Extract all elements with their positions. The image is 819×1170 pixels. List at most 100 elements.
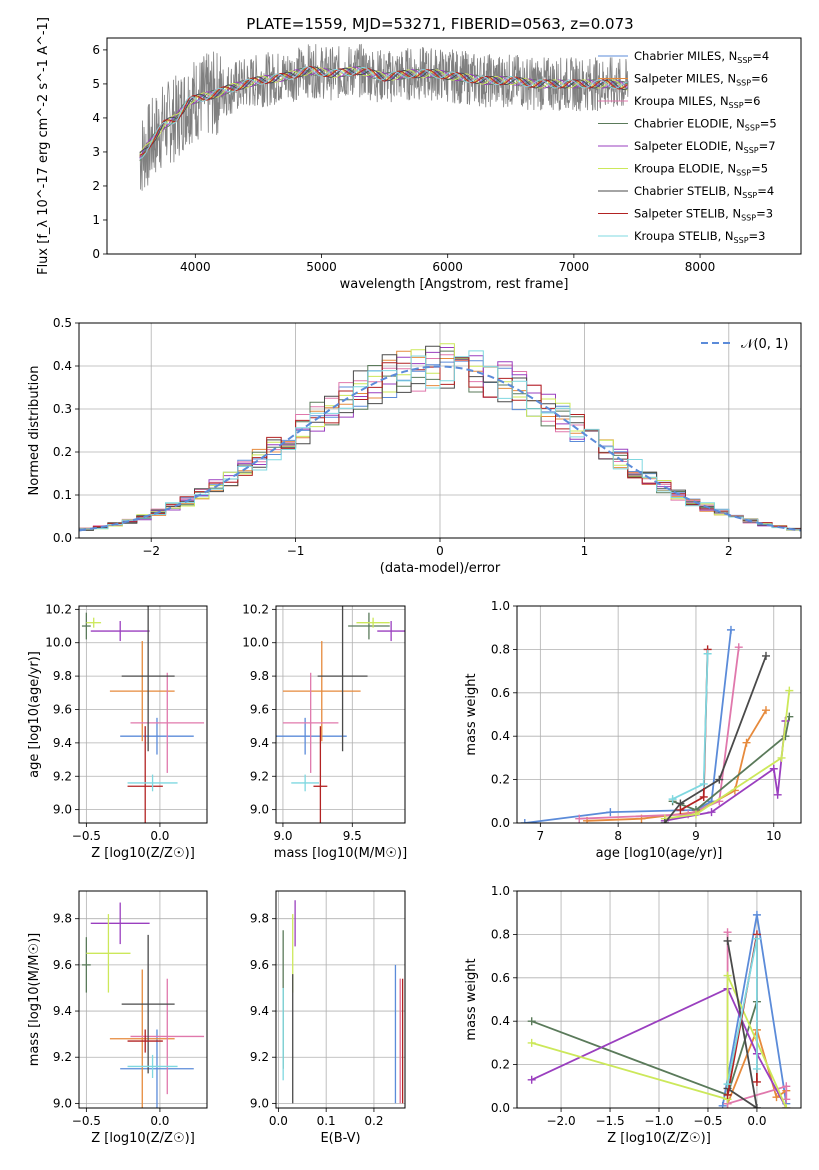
y-tick-label: 0.6 [491,686,510,700]
spectrum-model-line [139,66,628,160]
grid [276,606,405,823]
legend-value: =6 [751,72,768,86]
errorbar-point [81,612,91,640]
x-tick-label: 0.0 [150,829,169,843]
y-tick-label: 0 [92,247,100,261]
weight-marker [752,934,761,943]
y-tick-label: 9.0 [250,803,269,817]
legend-subscript: SSP [729,101,744,110]
legend-subscript: SSP [736,79,751,88]
errorbar-point [282,672,339,773]
weight-marker [785,686,794,695]
panel-massweight-vs-Z: −2.0 −1.5 −1.0 −0.5 0.0 0.0 0.2 0.4 0.6 0.8 1.0 Z [… [464,884,802,1146]
panel-age-vs-mass: 9.0 9.5 9.0 9.2 9.4 9.6 9.8 10.0 10.2 mass [log10… [242,602,407,861]
errorbar-point [130,978,205,1095]
y-tick-label: 1 [92,213,100,227]
errorbar-point [317,606,368,752]
y-tick-label: 9.4 [53,1004,72,1018]
legend-value: =3 [749,229,766,243]
weight-marker [715,775,724,784]
x-tick-label: 0.1 [317,1114,336,1128]
legend-entry: Chabrier ELODIE, NSSP=5 [634,117,777,133]
axes-frame [275,605,406,824]
errorbar-point [121,606,175,752]
y-axis-label: mass [log10(M/M☉)] [27,933,42,1066]
weight-marker [752,1077,761,1086]
weight-marker [772,1093,781,1102]
y-tick-label: 0.0 [53,531,72,545]
axes-frame [516,890,802,1109]
axes-frame [78,605,208,824]
y-axis-label: Normed distribution [27,366,42,496]
weight-series-line [726,938,758,1085]
errorbar-point [120,1029,194,1108]
legend-subscript: SSP [742,191,757,200]
spectrum-model-line [139,67,628,155]
weight-series-line [672,716,791,812]
y-tick-label: 9.8 [250,912,269,926]
y-tick-label: 0.2 [491,1058,510,1072]
x-tick-label: 0.0 [269,1114,288,1128]
y-tick-label: 10.2 [242,602,269,616]
y-tick-label: 9.2 [250,769,269,783]
weight-marker [723,1090,732,1099]
weight-marker [527,1038,536,1047]
weight-marker [761,651,770,660]
legend-subscript: SSP [736,169,751,178]
y-tick-label: 9.4 [250,1004,269,1018]
x-tick-label: 4000 [180,260,211,274]
panel-residuals: −2 −1 0 1 2 0.0 0.1 0.2 0.3 0.4 0.5 𝒩(0, 1) (data-mo… [27,316,802,576]
legend-value: =7 [759,139,776,153]
errorbar-point [121,934,175,1074]
weight-marker [527,1017,536,1026]
weight-marker [723,928,732,937]
x-tick-label: −0.5 [72,1114,101,1128]
y-tick-label: 0.0 [491,1101,510,1115]
errorbar-point [291,774,319,792]
y-tick-label: 3 [92,145,100,159]
legend-entry: Salpeter ELODIE, NSSP=7 [634,139,776,155]
errorbar-point [127,774,178,792]
errorbar-point [356,617,390,628]
x-axis-label: Z [log10(Z/Z☉)] [607,1131,711,1146]
errorbar-point [127,1029,163,1053]
weight-marker [707,808,716,817]
weight-series-line [664,655,767,823]
errorbar-point [127,726,163,823]
x-tick-label: 9.5 [343,829,362,843]
panel-massweight-vs-age: 7 8 9 10 0.0 0.2 0.4 0.6 0.8 1.0 age [log10(age/yr… [464,599,802,861]
errorbar-point [313,726,328,823]
axes-frame [516,605,802,824]
weight-marker [782,1095,791,1104]
legend-subscript: SSP [737,56,752,65]
y-tick-label: 0.8 [491,642,510,656]
legend-value: =5 [760,117,777,131]
spectrum-model-line [139,65,628,156]
legend-entry: Salpeter STELIB, NSSP=3 [634,207,773,223]
weight-marker [769,764,778,773]
x-tick-label: 0 [436,544,444,558]
errorbar-point [90,621,150,642]
y-axis-label: age [log10(age/yr)] [27,651,42,778]
legend-entry: Kroupa ELODIE, NSSP=5 [634,162,768,178]
y-tick-label: 0.2 [53,445,72,459]
y-tick-label: 1.0 [491,599,510,613]
x-tick-label: −0.5 [72,829,101,843]
axes-frame [106,37,802,255]
y-tick-label: 0.4 [491,729,510,743]
weight-marker [723,936,732,945]
errorbar-point [109,641,175,742]
y-tick-label: 9.0 [53,803,72,817]
y-tick-label: 9.2 [53,1050,72,1064]
weight-marker [676,805,685,814]
y-tick-label: 9.8 [53,669,72,683]
legend-subscript: SSP [734,236,749,245]
weight-marker [703,649,712,658]
weight-marker [520,819,529,823]
y-tick-label: 0.6 [491,971,510,985]
plot-area [81,606,205,823]
x-axis-label: age [log10(age/yr)] [596,846,723,861]
legend-value: =4 [752,49,769,63]
weight-marker [742,738,751,747]
